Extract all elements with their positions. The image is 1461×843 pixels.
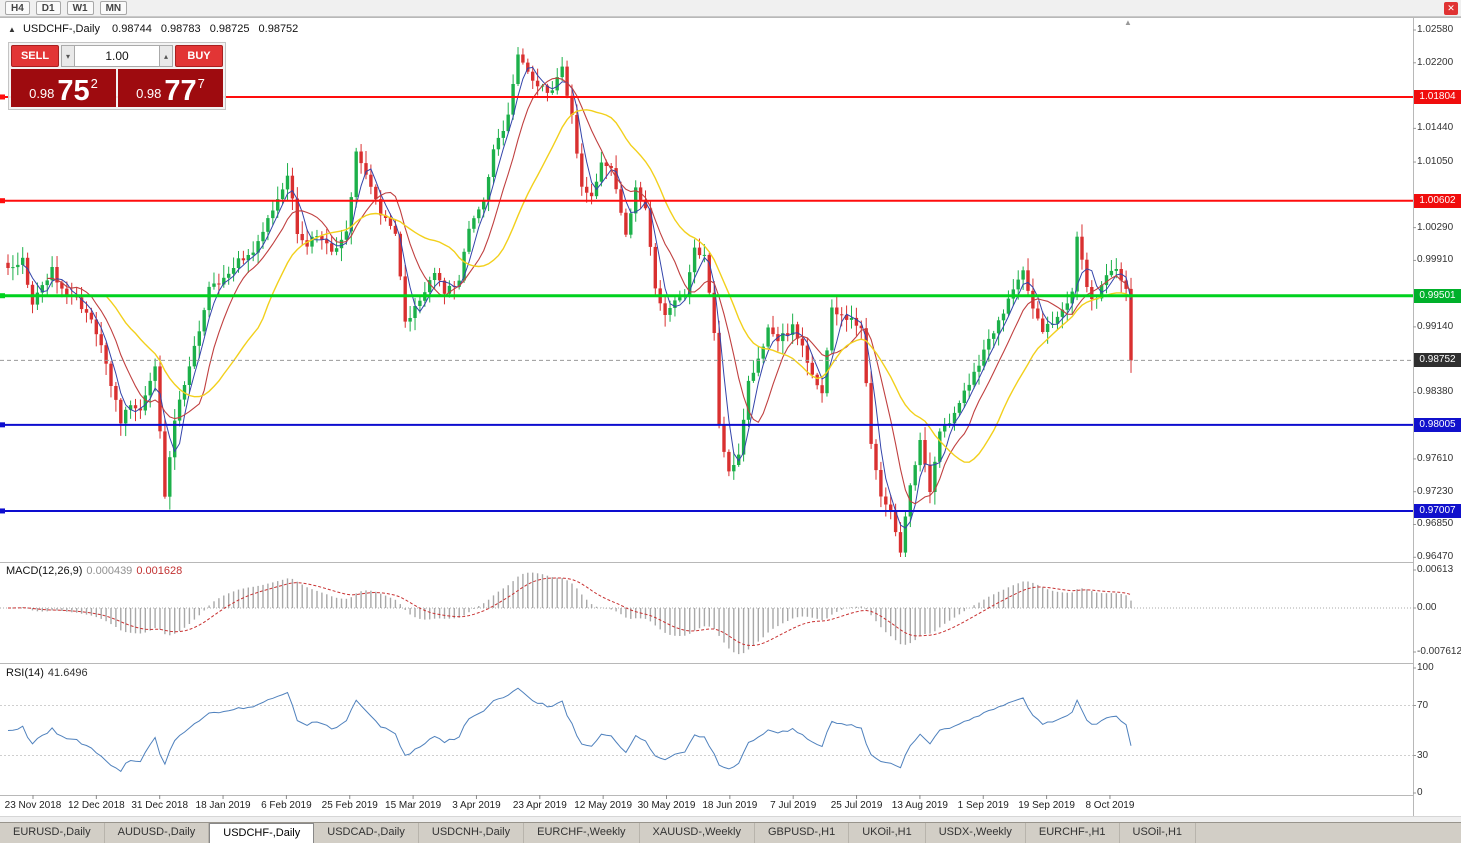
price-axis-label: 0.96470 bbox=[1417, 551, 1454, 563]
chart-tab-usdx-weekly[interactable]: USDX-,Weekly bbox=[926, 823, 1026, 843]
date-axis-label: 23 Nov 2018 bbox=[4, 800, 62, 811]
date-axis-label: 19 Sep 2019 bbox=[1018, 800, 1075, 811]
date-axis-label: 18 Jan 2019 bbox=[195, 800, 251, 811]
macd-value-main: 0.000439 bbox=[86, 565, 133, 577]
price-level-badge: 1.00602 bbox=[1414, 193, 1461, 208]
ohlc-high: 0.98783 bbox=[160, 23, 201, 35]
macd-axis-label: 0.00 bbox=[1417, 602, 1437, 613]
price-axis-label: 0.98380 bbox=[1417, 386, 1454, 398]
price-axis-label: 0.99910 bbox=[1417, 254, 1454, 266]
price-axis-label: 0.99140 bbox=[1417, 320, 1454, 332]
price-axis-label: 0.97230 bbox=[1417, 485, 1454, 497]
date-axis-label: 18 Jun 2019 bbox=[702, 800, 758, 811]
rsi-axis-label: 30 bbox=[1417, 749, 1429, 761]
price-axis-label: 0.96850 bbox=[1417, 518, 1454, 530]
current-price-badge: 0.98752 bbox=[1414, 353, 1461, 368]
price-axis-label: 1.02200 bbox=[1417, 56, 1454, 68]
macd-value-signal: 0.001628 bbox=[136, 565, 183, 577]
one-click-trading-panel: SELL ▾ 1.00 ▴ BUY 0.98 75 2 0.98 77 7 bbox=[8, 42, 226, 110]
buy-price-pip: 7 bbox=[197, 76, 205, 91]
timeframe-buttons: H4 D1 W1 MN bbox=[2, 0, 130, 17]
date-axis-label: 30 May 2019 bbox=[637, 800, 696, 811]
buy-button[interactable]: BUY bbox=[175, 45, 223, 67]
volume-decrease-button[interactable]: ▾ bbox=[61, 45, 75, 67]
price-level-badge: 1.01804 bbox=[1414, 89, 1461, 104]
chart-tab-gbpusd-h1[interactable]: GBPUSD-,H1 bbox=[755, 823, 850, 843]
sell-button[interactable]: SELL bbox=[11, 45, 59, 67]
date-axis-label: 7 Jul 2019 bbox=[770, 800, 817, 811]
price-axis-label: 0.97610 bbox=[1417, 452, 1454, 464]
date-axis-label: 8 Oct 2019 bbox=[1085, 800, 1135, 811]
chart-tab-ukoil-h1[interactable]: UKOil-,H1 bbox=[849, 823, 926, 843]
chart-tab-eurchf-h1[interactable]: EURCHF-,H1 bbox=[1026, 823, 1120, 843]
date-axis-label: 6 Feb 2019 bbox=[261, 800, 312, 811]
date-axis-label: 25 Jul 2019 bbox=[830, 800, 883, 811]
price-level-badge: 0.97007 bbox=[1414, 503, 1461, 518]
chart-tab-eurusd-daily[interactable]: EURUSD-,Daily bbox=[0, 823, 105, 843]
ohlc-open: 0.98744 bbox=[112, 23, 152, 35]
ohlc-low: 0.98725 bbox=[209, 23, 250, 35]
rsi-axis-label: 0 bbox=[1417, 787, 1423, 798]
close-icon[interactable]: ✕ bbox=[1444, 2, 1458, 15]
chart-tab-usoil-h1[interactable]: USOil-,H1 bbox=[1120, 823, 1197, 843]
chart-tab-usdcnh-daily[interactable]: USDCNH-,Daily bbox=[419, 823, 525, 843]
macd-indicator-label: MACD(12,26,9) 0.000439 0.001628 bbox=[6, 565, 182, 577]
price-axis-label: 1.02580 bbox=[1417, 24, 1454, 35]
date-axis-label: 25 Feb 2019 bbox=[321, 800, 378, 811]
sell-price-prefix: 0.98 bbox=[29, 86, 55, 101]
sell-price-pip: 2 bbox=[90, 76, 98, 91]
collapse-icon[interactable]: ▲ bbox=[8, 25, 16, 34]
symbol-title: USDCHF-,Daily bbox=[22, 23, 100, 35]
rsi-name: RSI(14) bbox=[6, 667, 44, 679]
rsi-axis-label: 70 bbox=[1417, 699, 1429, 711]
chart-tab-bar: EURUSD-,Daily AUDUSD-,Daily USDCHF-,Daily U… bbox=[0, 822, 1461, 843]
price-axis-label: 1.00290 bbox=[1417, 221, 1454, 233]
rsi-axis-label: 100 bbox=[1417, 662, 1434, 673]
date-axis-label: 13 Aug 2019 bbox=[891, 800, 948, 811]
chart-tab-xauusd-weekly[interactable]: XAUUSD-,Weekly bbox=[640, 823, 755, 843]
date-axis-label: 15 Mar 2019 bbox=[385, 800, 442, 811]
sell-price-digits: 75 bbox=[57, 75, 90, 107]
date-axis-label: 3 Apr 2019 bbox=[452, 800, 501, 811]
date-axis-label: 1 Sep 2019 bbox=[957, 800, 1009, 811]
timeframe-button-mn[interactable]: MN bbox=[99, 1, 128, 15]
buy-price-display[interactable]: 0.98 77 7 bbox=[118, 69, 223, 107]
timeframe-button-d1[interactable]: D1 bbox=[35, 1, 61, 15]
volume-increase-button[interactable]: ▴ bbox=[159, 45, 173, 67]
macd-name: MACD(12,26,9) bbox=[6, 565, 83, 577]
chart-canvas[interactable] bbox=[0, 0, 1461, 816]
toolbar: H4 D1 W1 MN ✕ bbox=[0, 0, 1461, 17]
horizontal-scrollbar[interactable] bbox=[0, 816, 1461, 822]
price-axis-label: 1.01440 bbox=[1417, 122, 1454, 134]
timeframe-button-h4[interactable]: H4 bbox=[5, 1, 30, 15]
volume-input[interactable]: 1.00 bbox=[75, 45, 159, 67]
macd-axis-label: 0.00613 bbox=[1417, 564, 1454, 575]
symbol-ohlc-header: ▲ USDCHF-,Daily 0.98744 0.98783 0.98725 … bbox=[8, 23, 304, 35]
date-axis-label: 23 Apr 2019 bbox=[512, 800, 567, 811]
price-level-badge: 0.98005 bbox=[1414, 417, 1461, 432]
price-level-badge: 0.99501 bbox=[1414, 288, 1461, 303]
date-axis-label: 12 May 2019 bbox=[574, 800, 633, 811]
chart-tab-usdcad-daily[interactable]: USDCAD-,Daily bbox=[314, 823, 419, 843]
scroll-position-icon: ▲ bbox=[1124, 18, 1132, 27]
rsi-indicator-label: RSI(14) 41.6496 bbox=[6, 667, 88, 679]
macd-axis-label: -0.007612 bbox=[1417, 646, 1461, 657]
sell-price-display[interactable]: 0.98 75 2 bbox=[11, 69, 116, 107]
chart-tab-eurchf-weekly[interactable]: EURCHF-,Weekly bbox=[524, 823, 640, 843]
ohlc-close: 0.98752 bbox=[258, 23, 299, 35]
rsi-value: 41.6496 bbox=[47, 667, 88, 679]
chart-tab-usdchf-daily[interactable]: USDCHF-,Daily bbox=[209, 823, 315, 843]
timeframe-button-w1[interactable]: W1 bbox=[66, 1, 94, 15]
chart-tab-audusd-daily[interactable]: AUDUSD-,Daily bbox=[105, 823, 210, 843]
date-axis-label: 31 Dec 2018 bbox=[131, 800, 189, 811]
buy-price-digits: 77 bbox=[164, 75, 197, 107]
price-axis-label: 1.01050 bbox=[1417, 156, 1454, 168]
volume-control: ▾ 1.00 ▴ bbox=[61, 45, 173, 67]
date-axis-label: 12 Dec 2018 bbox=[67, 800, 125, 811]
buy-price-prefix: 0.98 bbox=[136, 86, 162, 101]
